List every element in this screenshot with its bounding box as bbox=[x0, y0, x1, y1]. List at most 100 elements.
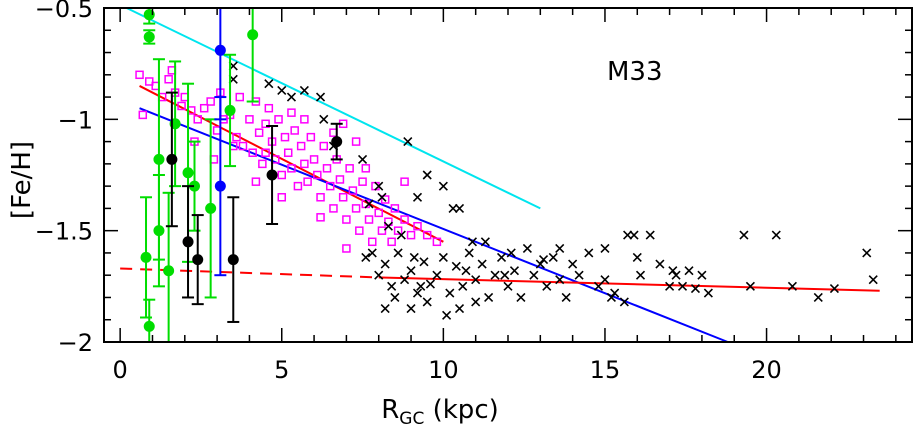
data-point-circle bbox=[205, 202, 217, 214]
data-point-circle bbox=[143, 320, 155, 332]
data-point-square bbox=[287, 108, 296, 117]
data-point-cross bbox=[606, 292, 616, 303]
data-point-cross bbox=[422, 170, 432, 180]
data-point-cross bbox=[425, 279, 435, 289]
data-point-square bbox=[135, 70, 144, 80]
data-point-square bbox=[235, 92, 244, 102]
data-point-square bbox=[319, 141, 329, 151]
data-point-cross bbox=[629, 230, 639, 240]
fit-line-4 bbox=[378, 276, 880, 292]
data-point-square bbox=[377, 226, 387, 235]
data-point-circle bbox=[166, 153, 178, 165]
data-point-square bbox=[322, 164, 332, 173]
data-point-square bbox=[261, 119, 270, 129]
fit-line-2 bbox=[139, 107, 729, 343]
data-point-circle bbox=[140, 251, 152, 263]
data-point-circle bbox=[224, 104, 236, 116]
plot-frame bbox=[103, 7, 913, 343]
data-point-square bbox=[380, 195, 390, 204]
data-point-cross bbox=[745, 281, 755, 291]
data-point-cross bbox=[645, 230, 655, 240]
data-point-square bbox=[368, 237, 377, 247]
data-point-cross bbox=[771, 230, 781, 240]
data-point-square bbox=[316, 213, 325, 222]
data-point-square bbox=[164, 75, 173, 84]
tick-labels: 0 5 10 15 20 −2 −1.5 −1 −0.5 bbox=[35, 0, 782, 384]
data-point-square bbox=[393, 226, 403, 235]
data-point-cross bbox=[432, 270, 442, 280]
fit-line-1 bbox=[139, 85, 444, 243]
data-point-cross bbox=[535, 259, 545, 269]
data-point-circle bbox=[227, 254, 239, 266]
data-point-cross bbox=[416, 281, 426, 291]
data-point-square bbox=[348, 186, 358, 195]
data-point-cross bbox=[406, 304, 416, 314]
data-point-cross bbox=[406, 266, 416, 276]
data-point-cross bbox=[374, 270, 384, 280]
data-point-cross bbox=[471, 297, 481, 307]
data-point-cross bbox=[600, 243, 610, 254]
data-point-cross bbox=[480, 237, 490, 247]
data-point-cross bbox=[697, 270, 707, 280]
data-point-cross bbox=[387, 281, 397, 291]
data-point-cross bbox=[442, 310, 452, 320]
data-point-cross bbox=[403, 137, 413, 147]
data-point-cross bbox=[364, 199, 374, 209]
data-point-square bbox=[254, 128, 264, 137]
data-point-cross bbox=[542, 281, 552, 291]
data-point-square bbox=[390, 204, 400, 213]
data-point-cross bbox=[490, 270, 500, 280]
data-point-cross bbox=[445, 288, 455, 298]
data-point-cross bbox=[361, 252, 371, 262]
data-point-square bbox=[238, 141, 248, 151]
data-point-cross bbox=[496, 252, 507, 262]
data-point-square bbox=[309, 155, 319, 164]
x-tick-label: 10 bbox=[428, 356, 459, 384]
data-point-square bbox=[316, 193, 325, 202]
data-point-cross bbox=[315, 92, 326, 102]
data-point-cross bbox=[409, 252, 419, 262]
data-point-cross bbox=[451, 261, 461, 271]
data-point-square bbox=[351, 137, 361, 146]
data-point-square bbox=[177, 101, 186, 111]
data-point-cross bbox=[390, 292, 400, 303]
data-point-square bbox=[206, 97, 215, 106]
data-point-cross bbox=[380, 259, 390, 269]
data-point-cross bbox=[509, 266, 520, 276]
data-point-cross bbox=[862, 248, 872, 258]
data-point-square bbox=[144, 77, 154, 86]
data-point-cross bbox=[412, 192, 423, 202]
data-point-cross bbox=[690, 283, 701, 294]
x-tick-label: 0 bbox=[113, 356, 128, 384]
data-point-cross bbox=[319, 114, 329, 124]
data-point-cross bbox=[383, 221, 393, 231]
data-point-cross bbox=[619, 297, 629, 307]
data-point-cross bbox=[419, 257, 429, 267]
x-tick-label: 15 bbox=[590, 356, 621, 384]
data-point-cross bbox=[555, 243, 565, 254]
data-point-square bbox=[251, 177, 261, 186]
data-point-cross bbox=[506, 248, 516, 258]
data-point-circle bbox=[143, 31, 155, 43]
data-point-cross bbox=[684, 266, 694, 276]
data-point-cross bbox=[668, 266, 678, 276]
data-point-circle bbox=[163, 265, 175, 277]
chart-annotation: M33 bbox=[607, 57, 663, 87]
data-point-square bbox=[413, 221, 422, 231]
data-point-square bbox=[232, 132, 241, 142]
data-point-square bbox=[277, 170, 287, 180]
data-point-cross bbox=[400, 275, 410, 285]
data-point-square bbox=[374, 208, 383, 218]
data-point-square bbox=[342, 215, 351, 224]
data-point-square bbox=[400, 215, 409, 224]
x-axis-title: RGC (kpc) bbox=[381, 395, 499, 429]
y-tick-label: −1 bbox=[58, 106, 93, 134]
data-point-square bbox=[258, 159, 267, 169]
data-point-square bbox=[329, 204, 338, 213]
data-point-square bbox=[277, 193, 287, 202]
data-point-circle bbox=[182, 236, 194, 248]
data-point-cross bbox=[438, 181, 448, 191]
data-point-cross bbox=[813, 292, 823, 303]
data-point-cross bbox=[367, 248, 377, 258]
